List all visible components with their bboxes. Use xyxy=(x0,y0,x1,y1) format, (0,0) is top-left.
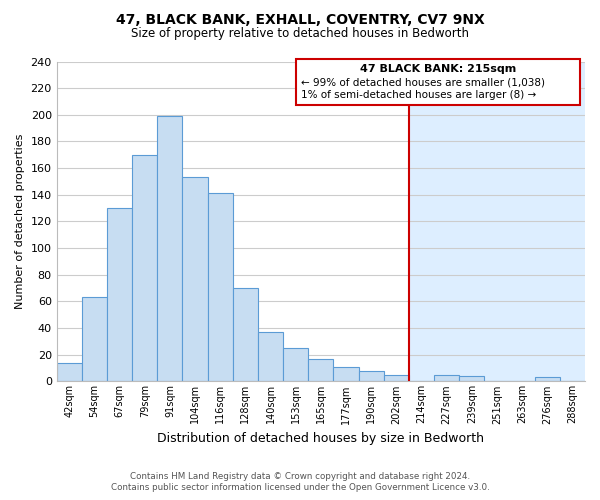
Bar xyxy=(459,376,484,382)
Bar xyxy=(82,298,107,382)
Bar xyxy=(258,332,283,382)
Bar xyxy=(107,208,132,382)
FancyBboxPatch shape xyxy=(296,59,580,106)
Y-axis label: Number of detached properties: Number of detached properties xyxy=(15,134,25,309)
Text: 1% of semi-detached houses are larger (8) →: 1% of semi-detached houses are larger (8… xyxy=(301,90,536,100)
Bar xyxy=(384,374,409,382)
Bar xyxy=(132,155,157,382)
X-axis label: Distribution of detached houses by size in Bedworth: Distribution of detached houses by size … xyxy=(157,432,484,445)
Text: ← 99% of detached houses are smaller (1,038): ← 99% of detached houses are smaller (1,… xyxy=(301,78,545,88)
Bar xyxy=(208,194,233,382)
Bar xyxy=(308,358,334,382)
Text: 47 BLACK BANK: 215sqm: 47 BLACK BANK: 215sqm xyxy=(359,64,516,74)
Text: 47, BLACK BANK, EXHALL, COVENTRY, CV7 9NX: 47, BLACK BANK, EXHALL, COVENTRY, CV7 9N… xyxy=(116,12,484,26)
Bar xyxy=(283,348,308,382)
Text: Contains HM Land Registry data © Crown copyright and database right 2024.
Contai: Contains HM Land Registry data © Crown c… xyxy=(110,472,490,492)
Bar xyxy=(535,378,560,382)
Bar xyxy=(182,178,208,382)
Bar xyxy=(434,374,459,382)
Bar xyxy=(409,62,585,382)
Text: Size of property relative to detached houses in Bedworth: Size of property relative to detached ho… xyxy=(131,28,469,40)
Bar xyxy=(233,288,258,382)
Bar xyxy=(334,366,359,382)
Bar xyxy=(359,370,384,382)
Bar xyxy=(56,362,82,382)
Bar xyxy=(157,116,182,382)
